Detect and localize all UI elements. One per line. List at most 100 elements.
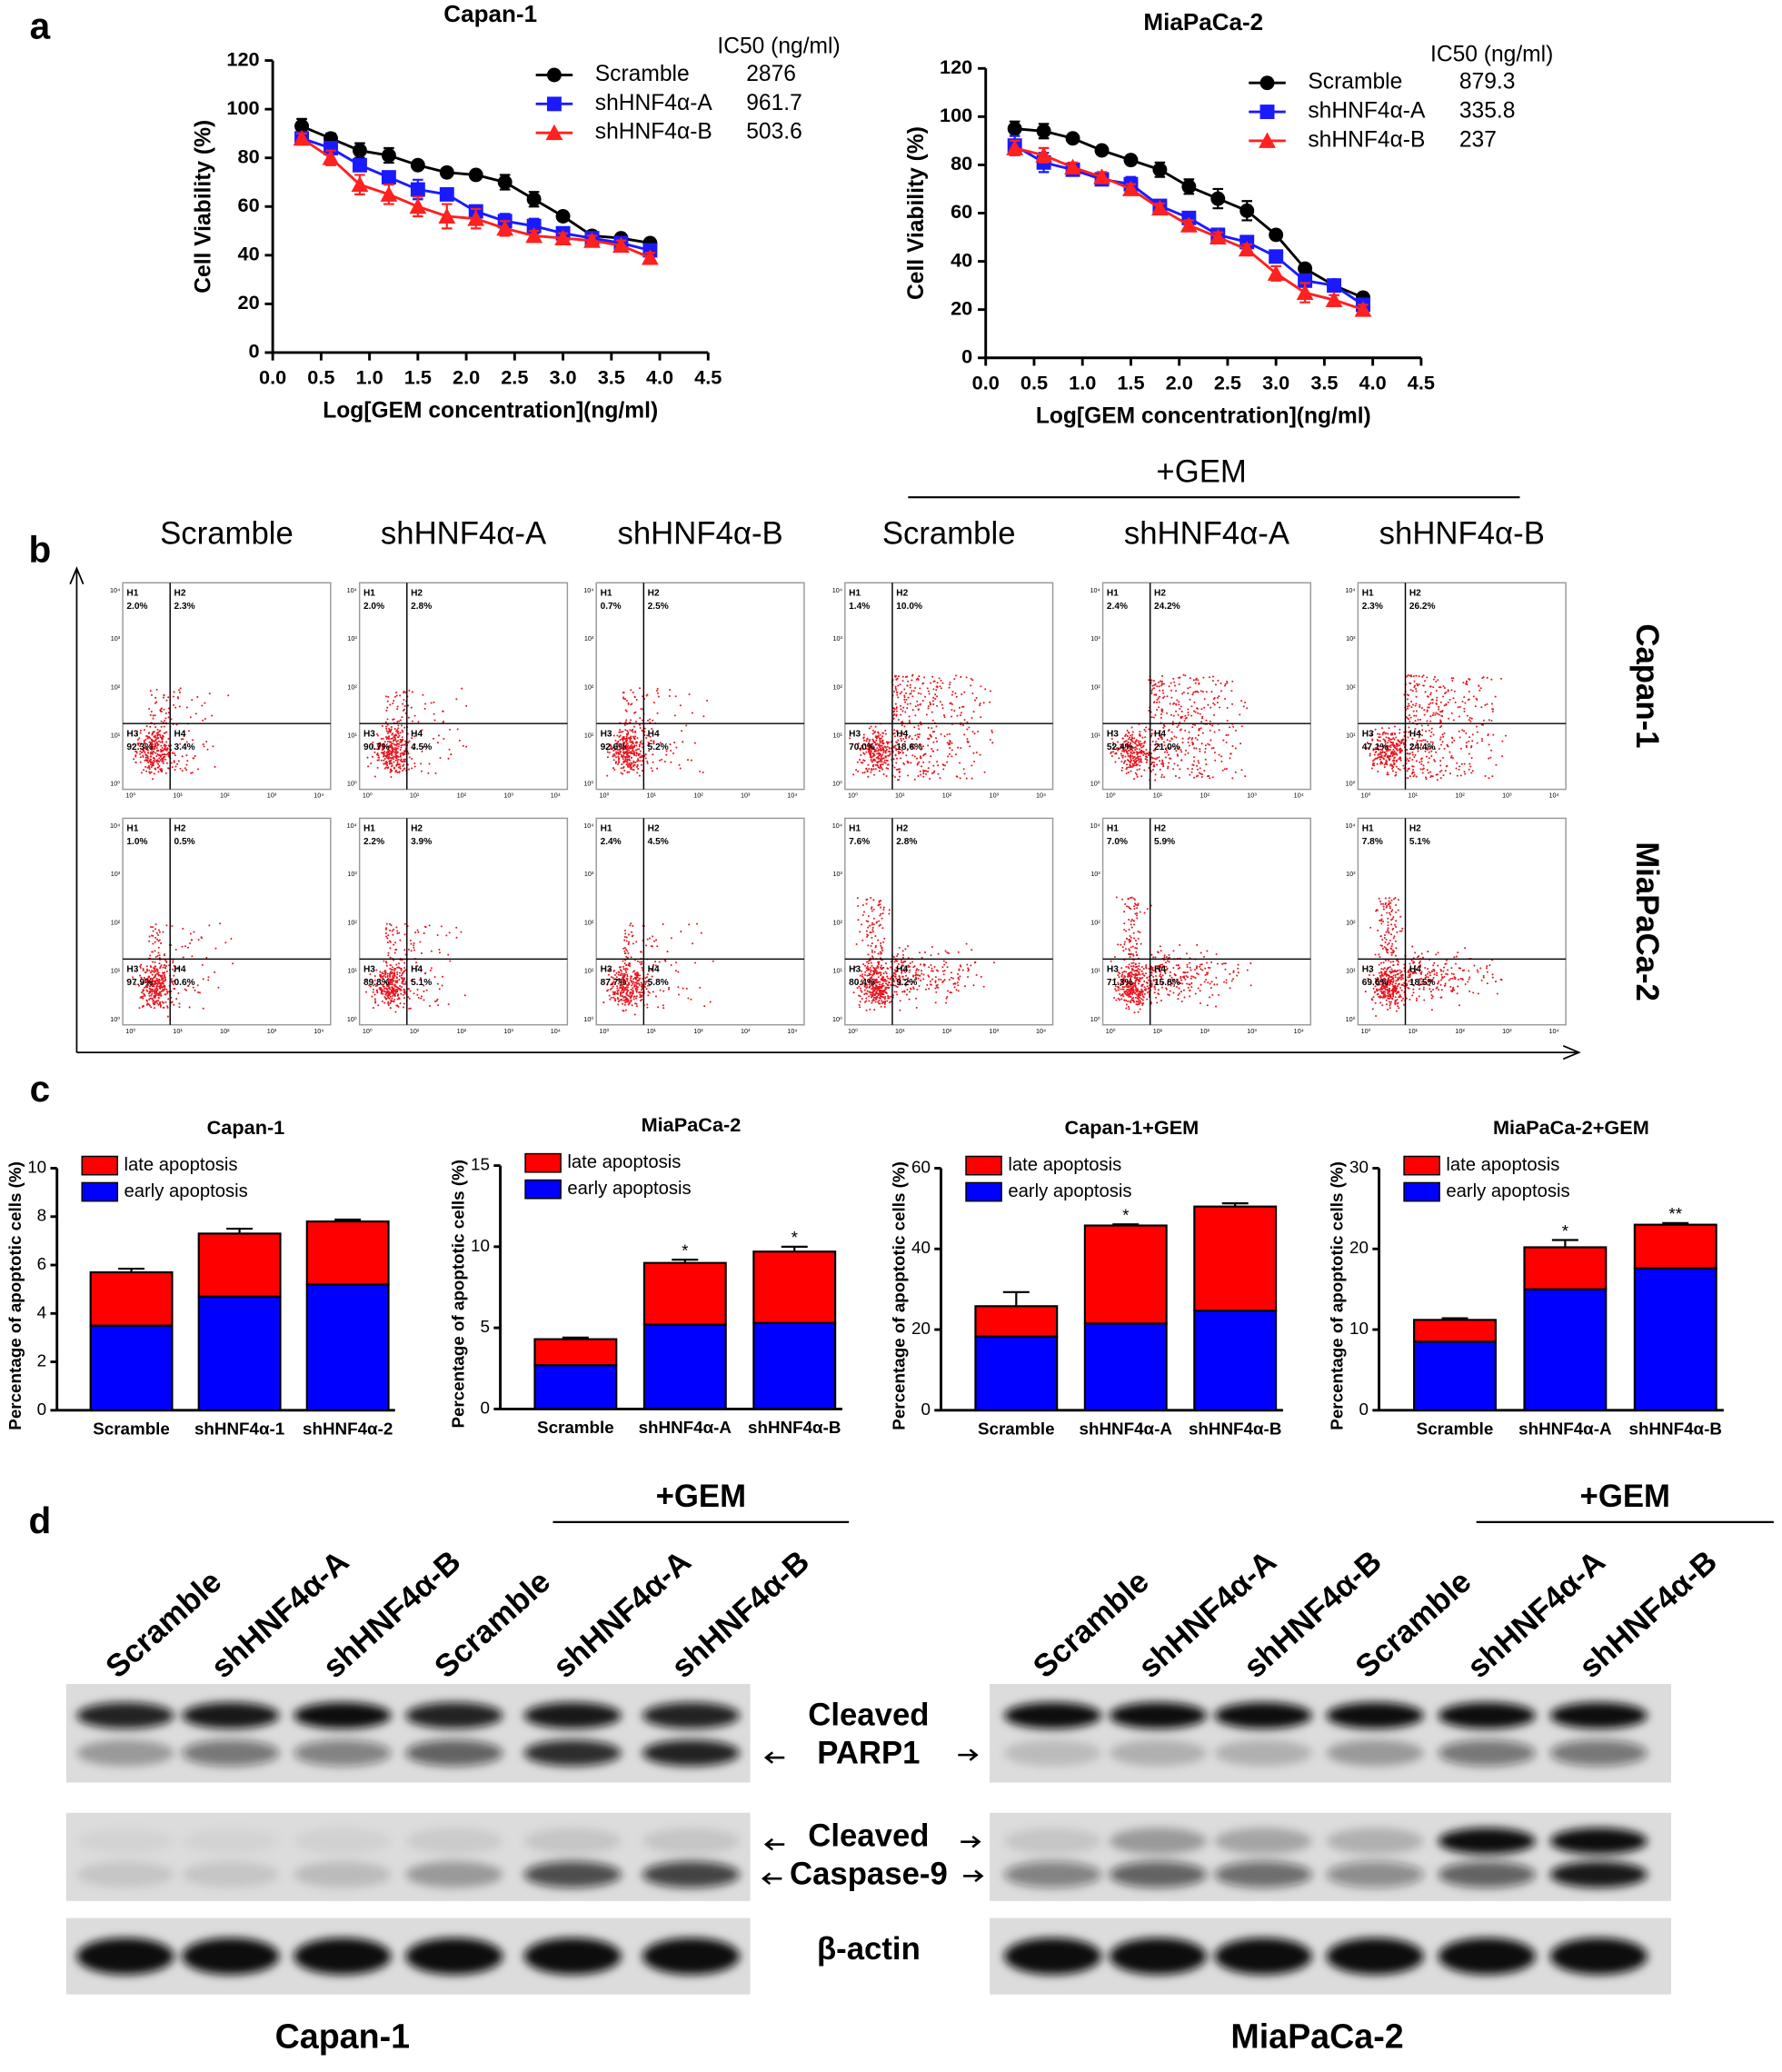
- dot: [1136, 747, 1139, 750]
- dot: [160, 768, 163, 771]
- dot: [634, 762, 637, 764]
- dot: [644, 977, 647, 980]
- dot: [1192, 692, 1195, 694]
- dot: [1376, 762, 1379, 765]
- dot: [1140, 761, 1143, 763]
- y-tick-label: 4: [37, 1302, 46, 1321]
- dot: [634, 981, 637, 984]
- dot: [635, 995, 638, 998]
- dot: [1132, 746, 1135, 749]
- dot: [366, 756, 369, 759]
- axis-tick: 10⁴: [583, 586, 593, 594]
- error-bar: [1441, 1317, 1468, 1320]
- annotation: *: [682, 1240, 689, 1260]
- chart-title: Capan-1: [207, 1116, 285, 1139]
- dot: [392, 718, 394, 721]
- dot: [1476, 742, 1478, 744]
- dot: [615, 756, 618, 759]
- dot: [881, 757, 884, 760]
- dot: [624, 721, 627, 723]
- dot: [379, 742, 382, 744]
- dot: [1414, 727, 1417, 730]
- axis-tick: 10²: [833, 682, 843, 691]
- dot: [909, 702, 911, 705]
- dot: [157, 951, 160, 954]
- dot: [1128, 736, 1130, 739]
- dot: [146, 759, 149, 762]
- dot: [423, 745, 425, 748]
- dot: [136, 738, 139, 742]
- dot: [633, 744, 636, 747]
- marker: [1209, 228, 1227, 245]
- annotation: *: [791, 1228, 799, 1247]
- dot: [395, 743, 398, 746]
- dot: [643, 727, 646, 730]
- dot: [644, 982, 647, 985]
- dot: [626, 730, 629, 732]
- dot: [1218, 753, 1220, 756]
- dot: [922, 761, 925, 763]
- dot: [607, 969, 610, 971]
- dot: [1172, 677, 1175, 680]
- axis-tick: 10¹: [347, 967, 357, 975]
- dot: [877, 731, 880, 733]
- dot: [424, 702, 427, 705]
- dot: [635, 754, 638, 757]
- dot: [185, 741, 188, 743]
- dot: [624, 967, 627, 970]
- dot: [1379, 748, 1382, 751]
- dot: [1176, 753, 1179, 756]
- dot: [616, 990, 619, 992]
- dot: [883, 759, 886, 762]
- dot: [388, 753, 391, 756]
- quadrant-name: H1: [601, 589, 612, 599]
- dot: [1187, 741, 1190, 743]
- dot: [160, 749, 163, 752]
- marker: [1259, 105, 1275, 120]
- dot: [879, 767, 881, 770]
- dot: [623, 950, 626, 952]
- dot: [150, 1006, 153, 1009]
- dot: [1382, 746, 1385, 749]
- dot: [156, 971, 159, 973]
- dot: [1396, 749, 1399, 752]
- quadrant-value: 21.0%: [1154, 742, 1180, 752]
- dot: [606, 751, 609, 753]
- dot: [408, 1007, 411, 1010]
- dot: [622, 976, 624, 979]
- dot: [186, 760, 189, 762]
- dot: [1381, 749, 1384, 752]
- dot: [395, 730, 398, 732]
- dot: [1407, 736, 1409, 739]
- dot: [384, 735, 387, 738]
- dot: [1194, 723, 1197, 726]
- dot: [1207, 703, 1210, 706]
- dot: [171, 981, 174, 983]
- dot: [619, 993, 622, 996]
- dot: [912, 743, 915, 746]
- dot: [408, 689, 411, 692]
- marker: [1267, 264, 1285, 281]
- dot: [398, 997, 401, 1000]
- dot: [146, 737, 149, 740]
- dot: [632, 942, 634, 945]
- dot: [1407, 702, 1410, 705]
- dot: [641, 962, 643, 965]
- dot: [1412, 743, 1415, 746]
- legend-label: early apoptosis: [1008, 1181, 1131, 1201]
- dot: [971, 731, 974, 733]
- axis-tick: 10⁰: [363, 792, 373, 800]
- dot: [865, 767, 868, 771]
- dot: [932, 696, 935, 699]
- dot: [1465, 746, 1468, 749]
- dot: [1393, 745, 1396, 748]
- quadrant-value: 2.2%: [363, 837, 384, 847]
- dot: [1427, 706, 1429, 709]
- dot: [664, 960, 667, 962]
- dot: [389, 992, 392, 995]
- dot: [387, 954, 390, 957]
- dot: [1180, 759, 1183, 762]
- dot: [638, 983, 641, 986]
- dot: [1135, 739, 1138, 742]
- dot: [1425, 755, 1428, 758]
